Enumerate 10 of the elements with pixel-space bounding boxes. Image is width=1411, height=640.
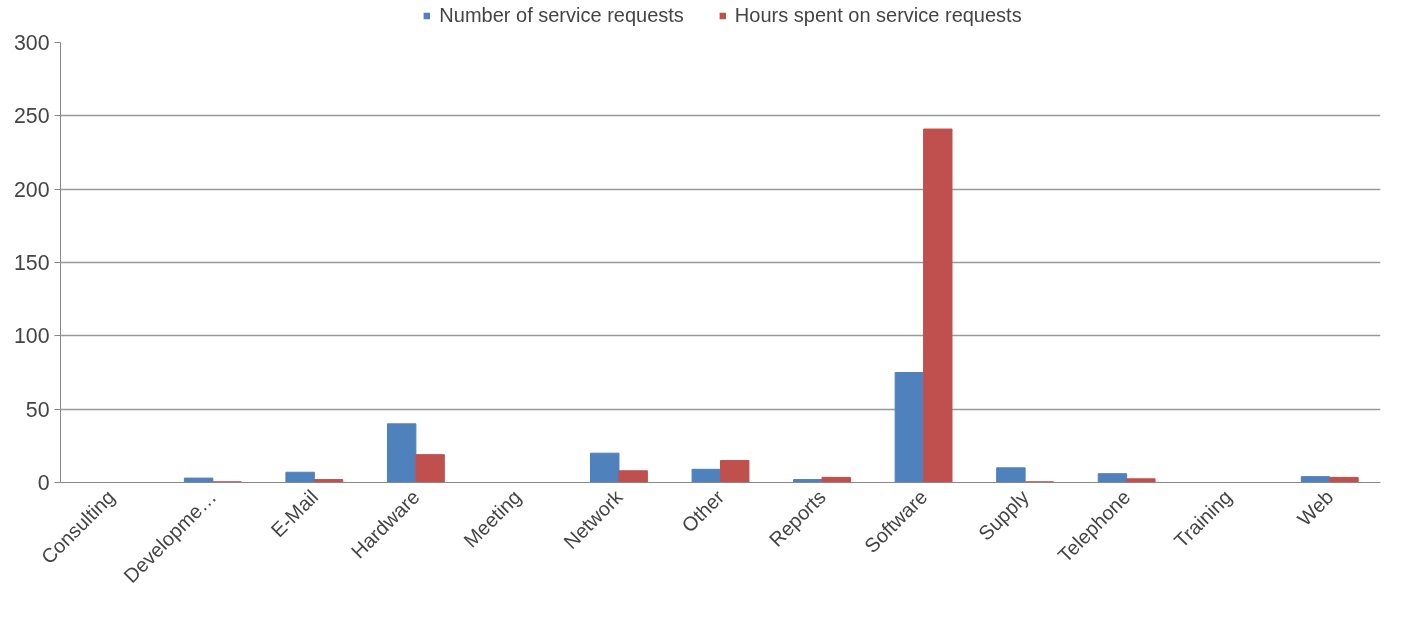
y-tick-label: 200 [13,177,50,202]
y-tick-label: 300 [13,31,50,55]
y-tick-label: 0 [37,471,50,495]
x-tick-label: Web [1293,485,1338,531]
y-tick-label: 100 [13,324,50,349]
legend-label: Hours spent on service requests [734,3,1022,27]
y-tick-label: 250 [13,104,50,129]
legend-label: Number of service requests [439,3,684,27]
y-tick-label: 50 [25,397,50,422]
y-tick-label: 150 [13,251,50,275]
